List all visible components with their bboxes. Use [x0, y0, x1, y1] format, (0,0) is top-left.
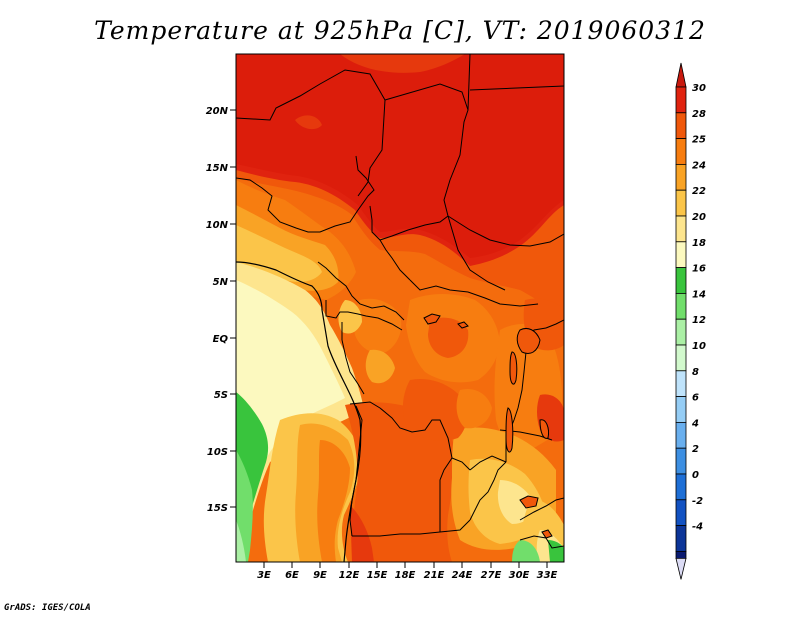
colorbar-swatch	[675, 344, 687, 372]
colorbar-swatch	[675, 267, 687, 294]
colorbar-label: 28	[692, 109, 706, 120]
colorbar-swatch	[675, 86, 687, 114]
credit-text: GrADS: IGES/COLA	[4, 603, 91, 613]
colorbar-label: 4	[691, 418, 699, 429]
latitude-labels: 20N 15N 10N 5N EQ 5S 10S 15S	[206, 106, 229, 514]
colorbar-label: 30	[692, 83, 706, 94]
colorbar-label: 14	[692, 289, 706, 300]
lat-label: 10S	[207, 447, 228, 458]
colorbar-label: 2	[692, 444, 699, 455]
colorbar-swatch	[675, 447, 687, 475]
colorbar-label: 16	[692, 264, 706, 275]
colorbar-swatch	[675, 421, 687, 449]
lon-label: 21E	[424, 570, 445, 581]
temperature-field	[236, 54, 564, 562]
colorbar-swatch	[675, 318, 687, 346]
lat-label: 5S	[214, 390, 228, 401]
colorbar-label: 24	[692, 160, 706, 171]
coastline	[236, 261, 362, 562]
lon-label: 27E	[481, 570, 502, 581]
lat-label: 15N	[206, 163, 229, 174]
colorbar-label: -4	[692, 522, 703, 533]
colorbar-swatch	[675, 396, 687, 423]
colorbar-label: 10	[692, 341, 706, 352]
lon-label: 9E	[313, 570, 327, 581]
lat-label: 10N	[206, 220, 229, 231]
colorbar-swatch	[675, 370, 687, 397]
colorbar-swatch	[675, 163, 687, 191]
colorbar-label: 22	[692, 186, 706, 197]
lon-label: 3E	[257, 570, 271, 581]
colorbar-label: 0	[692, 470, 699, 481]
lat-label: 20N	[206, 106, 229, 117]
colorbar-bottom-arrow	[675, 558, 687, 580]
lakes	[423, 313, 553, 539]
axis-ticks	[230, 109, 548, 568]
colorbar-label: 18	[692, 238, 706, 249]
lat-label: 15S	[207, 503, 228, 514]
lon-label: 30E	[509, 570, 530, 581]
colorbar-swatch	[675, 473, 687, 501]
lon-label: 24E	[452, 570, 473, 581]
colorbar-swatch	[675, 215, 687, 243]
map-frame	[235, 53, 565, 563]
colorbar-swatch	[675, 112, 687, 140]
map-title: Temperature at 925hPa [C], VT: 201906031…	[94, 16, 706, 45]
lon-label: 15E	[367, 570, 388, 581]
colorbar-label: 25	[692, 135, 706, 146]
lon-label: 18E	[395, 570, 416, 581]
colorbar-label: 12	[692, 315, 706, 326]
lon-label: 6E	[285, 570, 299, 581]
colorbar-swatch	[675, 525, 687, 552]
colorbar-swatch	[675, 292, 687, 320]
lat-label: 5N	[213, 277, 229, 288]
colorbar-swatch	[675, 241, 687, 269]
longitude-labels: 3E 6E 9E 12E 15E 18E 21E 24E 27E 30E 33E	[257, 570, 557, 581]
colorbar-label: 8	[692, 367, 699, 378]
colorbar-swatch	[675, 551, 687, 559]
lat-label: EQ	[213, 334, 229, 345]
lon-label: 33E	[537, 570, 558, 581]
colorbar-swatch	[675, 138, 687, 165]
colorbar-top-arrow	[675, 62, 687, 88]
colorbar-label: -2	[692, 496, 703, 507]
colorbar-label: 20	[692, 212, 706, 223]
lon-label: 12E	[339, 570, 360, 581]
colorbar-label: 6	[692, 393, 699, 404]
colorbar-swatch	[675, 499, 687, 526]
colorbar-swatch	[675, 189, 687, 217]
